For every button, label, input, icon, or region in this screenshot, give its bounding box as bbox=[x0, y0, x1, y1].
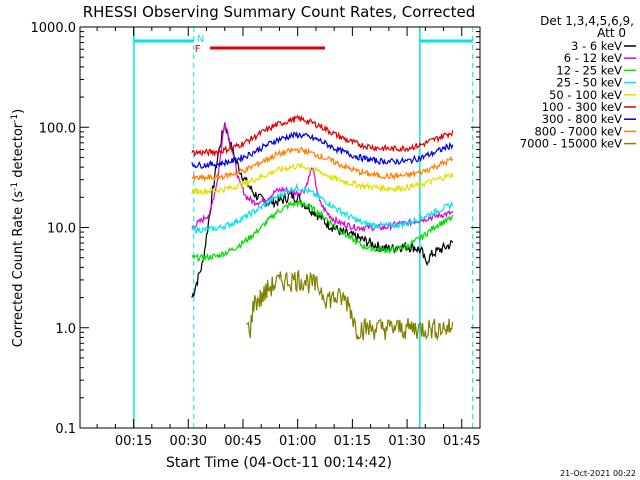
series-100-300-kev bbox=[191, 114, 454, 158]
series-25-50-kev bbox=[191, 182, 454, 234]
x-tick-label: 00:45 bbox=[224, 434, 261, 449]
legend-label: 12 - 25 keV bbox=[556, 63, 622, 77]
series-lines bbox=[191, 114, 454, 342]
legend-label: 50 - 100 keV bbox=[549, 88, 622, 102]
legend-label: 800 - 7000 keV bbox=[534, 124, 622, 138]
x-tick-label: 01:15 bbox=[334, 434, 371, 449]
night-flare-markers: NF bbox=[133, 27, 474, 428]
x-tick-label: 01:30 bbox=[388, 434, 425, 449]
x-tick-label: 01:00 bbox=[279, 434, 316, 449]
y-axis-label: Corrected Count Rate (s-1 detector-1) bbox=[10, 109, 26, 347]
chart-title: RHESSI Observing Summary Count Rates, Co… bbox=[83, 3, 476, 21]
flare-label: F bbox=[195, 44, 201, 55]
y-tick-label: 10.0 bbox=[47, 222, 76, 237]
footer-date: 21-Oct-2021 00:22 bbox=[560, 469, 636, 478]
legend-label: 100 - 300 keV bbox=[542, 100, 622, 114]
x-tick-label: 00:15 bbox=[115, 434, 152, 449]
series-12-25-kev bbox=[191, 199, 454, 262]
x-tick-label: 00:30 bbox=[170, 434, 207, 449]
x-tick-label: 01:45 bbox=[443, 434, 480, 449]
legend-attenuator: Att 0 bbox=[597, 26, 626, 40]
series-800-7000-kev bbox=[191, 146, 454, 183]
legend-label: 7000 - 15000 keV bbox=[520, 137, 622, 151]
legend-detector-header: Det 1,3,4,5,6,9, bbox=[540, 14, 634, 28]
series-50-100-kev bbox=[191, 161, 454, 195]
y-tick-label: 1000.0 bbox=[31, 21, 77, 36]
y-tick-label: 100.0 bbox=[39, 121, 76, 136]
y-tick-label: 1.0 bbox=[55, 322, 76, 337]
series-7000-15000-kev bbox=[246, 268, 454, 342]
legend-label: 25 - 50 keV bbox=[556, 76, 622, 90]
legend-label: 300 - 800 keV bbox=[542, 112, 622, 126]
series-300-800-kev bbox=[191, 130, 454, 169]
axes: 0.1 1.0 10.0 100.0 1000.0 00:15 00:30 00:45 01:0… bbox=[31, 21, 481, 449]
legend-label: 6 - 12 keV bbox=[564, 51, 622, 65]
x-axis-label: Start Time (04-Oct-11 00:14:42) bbox=[166, 455, 392, 471]
y-tick-label: 0.1 bbox=[55, 422, 76, 437]
legend-label: 3 - 6 keV bbox=[571, 39, 622, 53]
night-label: N bbox=[197, 34, 204, 45]
